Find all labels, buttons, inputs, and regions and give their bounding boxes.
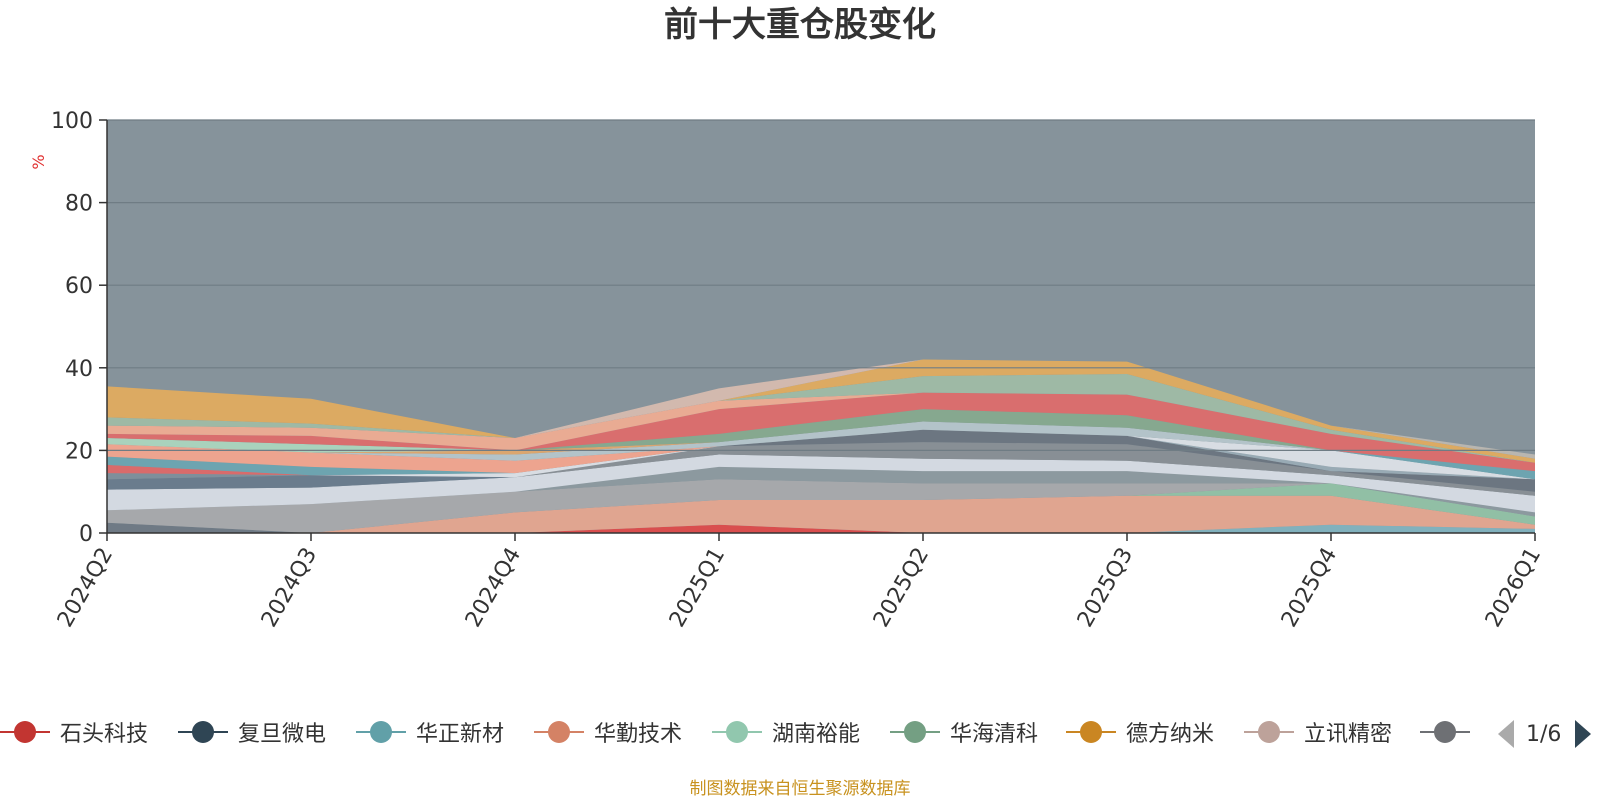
legend-label: 华勤技术 xyxy=(594,722,683,747)
legend-item[interactable]: 立讯精密 xyxy=(1244,712,1392,752)
y-tick-label: 100 xyxy=(51,109,93,134)
area-series-21 xyxy=(107,409,1535,472)
legend: 石头科技 复旦微电 华正新材 华勤技术 湖南裕能 华海清科 德方纳米 立讯精密 恒 xyxy=(0,712,1470,752)
legend-marker-icon xyxy=(1066,721,1116,743)
chart-title: 前十大重仓股变化 xyxy=(664,5,936,45)
area-series-18 xyxy=(107,421,1535,472)
legend-label: 华正新材 xyxy=(416,722,505,747)
data-source-note: 制图数据来自恒生聚源数据库 xyxy=(689,779,911,799)
x-tick-label: 2025Q2 xyxy=(869,544,934,632)
x-tick-label: 2024Q4 xyxy=(461,544,526,632)
area-series-10 xyxy=(107,442,1535,496)
legend-item[interactable]: 华正新材 xyxy=(356,712,504,752)
y-tick-label: 80 xyxy=(65,192,93,217)
area-series-15 xyxy=(107,429,1535,480)
y-tick-label: 0 xyxy=(79,522,93,547)
prev-page-icon[interactable] xyxy=(1496,718,1516,750)
legend-item[interactable]: 复旦微电 xyxy=(178,712,326,752)
legend-item[interactable]: 恒 xyxy=(1420,712,1470,752)
area-series-0 xyxy=(107,524,1535,533)
next-page-icon[interactable] xyxy=(1573,718,1593,750)
area-series-24 xyxy=(107,374,1535,463)
legend-marker-icon xyxy=(356,721,406,743)
y-axis-unit: % xyxy=(29,154,48,169)
legend-label: 德方纳米 xyxy=(1126,722,1215,747)
legend-marker-icon xyxy=(712,721,762,743)
area-series-26 xyxy=(107,359,1535,459)
legend-item[interactable]: 华勤技术 xyxy=(534,712,682,752)
legend-item[interactable]: 湖南裕能 xyxy=(712,712,860,752)
area-series-23 xyxy=(107,392,1535,463)
legend-label: 石头科技 xyxy=(60,722,149,747)
area-series-1 xyxy=(107,524,1535,533)
legend-marker-icon xyxy=(534,721,584,743)
legend-item[interactable]: 德方纳米 xyxy=(1066,712,1214,752)
x-tick-label: 2024Q2 xyxy=(53,544,118,632)
y-tick-label: 20 xyxy=(65,439,93,464)
area-series-7 xyxy=(107,454,1535,513)
area-series-22 xyxy=(107,392,1535,472)
area-series-12 xyxy=(107,429,1535,480)
x-tick-label: 2025Q1 xyxy=(665,544,730,632)
legend-item[interactable]: 华海清科 xyxy=(890,712,1038,752)
stacked-area-chart: 0 20 40 60 80 100 2024Q2 2024Q3 2024Q4 2025Q1 2025… xyxy=(29,109,1546,632)
legend-page-indicator: 1/6 xyxy=(1526,721,1562,747)
legend-marker-icon xyxy=(890,721,940,743)
legend-marker-icon xyxy=(0,721,50,743)
area-series-2 xyxy=(107,495,1535,533)
area-series-25 xyxy=(107,359,1535,463)
x-tick-label: 2026Q1 xyxy=(1481,544,1546,632)
legend-label: 复旦微电 xyxy=(238,722,327,747)
x-tick-label: 2024Q3 xyxy=(257,544,322,632)
legend-label: 湖南裕能 xyxy=(772,722,861,747)
legend-label: 立讯精密 xyxy=(1304,722,1393,747)
y-tick-label: 60 xyxy=(65,274,93,299)
legend-marker-icon xyxy=(1420,721,1470,743)
x-tick-label: 2025Q4 xyxy=(1277,544,1342,632)
y-tick-label: 40 xyxy=(65,357,93,382)
legend-marker-icon xyxy=(178,721,228,743)
legend-item[interactable]: 石头科技 xyxy=(0,712,148,752)
area-series-13 xyxy=(107,429,1535,480)
legend-marker-icon xyxy=(1244,721,1294,743)
area-series-5 xyxy=(107,479,1535,533)
x-tick-label: 2025Q3 xyxy=(1073,544,1138,632)
area-series-3 xyxy=(107,483,1535,533)
area-series-6 xyxy=(107,466,1535,517)
legend-pager: 1/6 xyxy=(1496,716,1593,752)
area-series-11 xyxy=(107,429,1535,492)
legend-label: 华海清科 xyxy=(950,722,1039,747)
area-series-17 xyxy=(107,429,1535,474)
